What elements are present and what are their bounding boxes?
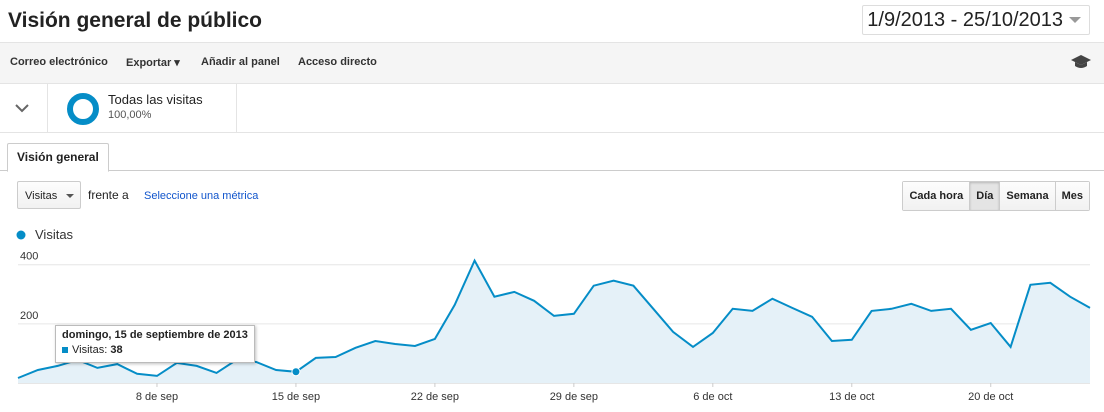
granularity-button[interactable]: Cada hora (903, 182, 970, 210)
tooltip-date: domingo, 15 de septiembre de 2013 (62, 329, 248, 341)
granularity-button[interactable]: Día (969, 182, 1000, 210)
granularity-group: Cada hora Día Semana Mes (902, 181, 1090, 211)
y-tick-label: 400 (20, 251, 38, 263)
highlight-point (291, 367, 301, 377)
tooltip-label: Visitas: (72, 344, 108, 356)
segment-donut (67, 93, 99, 125)
segment-name: Todas las visitas (108, 92, 203, 107)
add-dashboard-button[interactable]: Añadir al panel (201, 56, 280, 68)
expand-chevron[interactable] (14, 102, 30, 114)
x-tick-label: 15 de sep (272, 391, 320, 403)
metric-dropdown[interactable]: Visitas (17, 181, 81, 209)
legend-label: Visitas (35, 227, 74, 242)
chart: Visitas 200 400 8 de sep 15 de sep 22 de sep 2… (16, 227, 1091, 403)
shortcut-button[interactable]: Acceso directo (298, 56, 377, 68)
granularity-button[interactable]: Mes (1054, 182, 1089, 210)
tooltip-swatch (62, 347, 68, 353)
x-tick-label: 8 de sep (136, 391, 178, 403)
tab[interactable]: Visión general (7, 143, 109, 172)
area (18, 260, 1090, 383)
education-icon[interactable] (1070, 54, 1092, 70)
segment-row: Todas las visitas 100,00% (0, 84, 1104, 133)
divider (47, 84, 48, 132)
x-tick-label: 6 de oct (693, 391, 732, 403)
y-tick-label: 200 (20, 310, 38, 322)
tooltip: domingo, 15 de septiembre de 2013 Visita… (55, 325, 255, 363)
page-title: Visión general de público (8, 9, 262, 32)
x-tick-label: 22 de sep (411, 391, 459, 403)
tooltip-value: 38 (110, 344, 123, 356)
date-range[interactable]: 1/9/2013 - 25/10/2013 (862, 5, 1090, 35)
tab-line (0, 170, 1104, 171)
export-button[interactable]: Exportar ▾ (126, 57, 180, 69)
select-metric-link[interactable]: Seleccione una métrica (144, 190, 259, 202)
granularity-button[interactable]: Semana (999, 182, 1055, 210)
segment-share: 100,00% (108, 109, 152, 121)
x-tick-label: 29 de sep (550, 391, 598, 403)
legend-swatch (16, 230, 26, 240)
toolbar: Correo electrónico Exportar ▾ Añadir al … (0, 42, 1104, 84)
export-label: Exportar (126, 57, 172, 69)
email-button[interactable]: Correo electrónico (10, 56, 108, 68)
line (17, 258, 1091, 379)
x-tick-label: 20 de oct (968, 391, 1013, 403)
divider (236, 84, 237, 132)
x-tick-label: 13 de oct (829, 391, 874, 403)
versus-label: frente a (88, 188, 129, 202)
